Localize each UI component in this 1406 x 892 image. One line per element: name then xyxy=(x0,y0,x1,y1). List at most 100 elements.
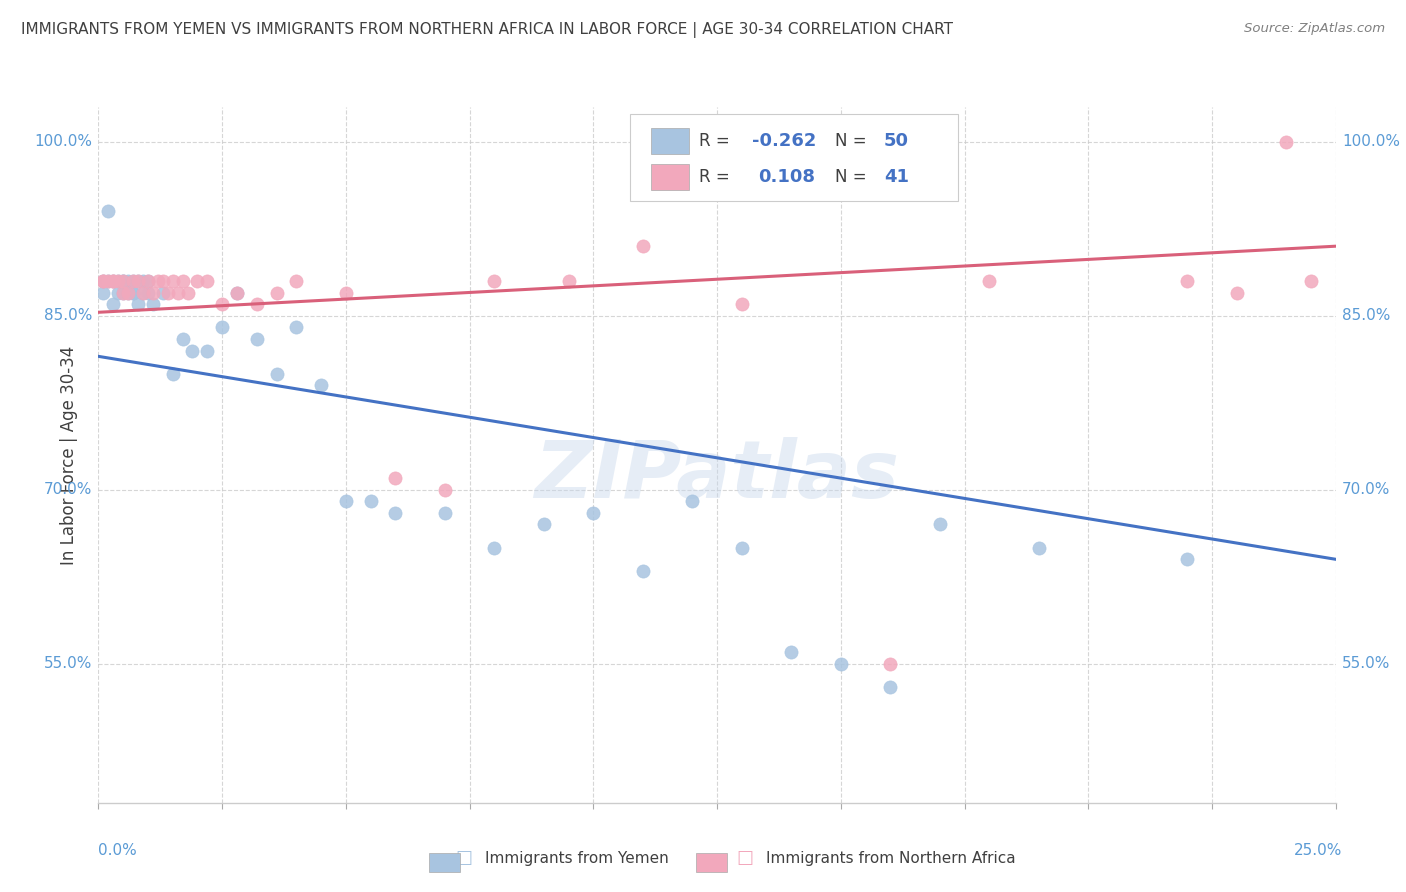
Point xyxy=(127,274,149,288)
Point xyxy=(142,285,165,300)
Point xyxy=(195,343,218,358)
Point xyxy=(582,506,605,520)
Point xyxy=(93,274,115,288)
Point xyxy=(136,285,159,300)
Point xyxy=(360,494,382,508)
Text: 100.0%: 100.0% xyxy=(34,135,93,149)
Point xyxy=(132,285,155,300)
Point xyxy=(433,506,456,520)
Text: 0.0%: 0.0% xyxy=(98,843,138,858)
Point xyxy=(93,285,115,300)
Point xyxy=(484,541,506,555)
Point xyxy=(146,274,169,288)
Point xyxy=(780,645,803,659)
Point xyxy=(122,285,145,300)
Text: ZIPatlas: ZIPatlas xyxy=(534,437,900,515)
Point xyxy=(172,274,194,288)
Point xyxy=(97,274,120,288)
Point xyxy=(136,274,159,288)
Point xyxy=(117,285,139,300)
Point xyxy=(681,494,703,508)
Point xyxy=(879,680,901,694)
Point xyxy=(107,274,129,288)
Point xyxy=(335,285,357,300)
Text: N =: N = xyxy=(835,168,872,186)
Point xyxy=(127,297,149,311)
Text: Immigrants from Northern Africa: Immigrants from Northern Africa xyxy=(766,851,1017,865)
Text: □: □ xyxy=(737,849,754,867)
Point xyxy=(979,274,1001,288)
Point xyxy=(103,297,125,311)
Point xyxy=(1028,541,1050,555)
Point xyxy=(226,285,249,300)
Point xyxy=(166,285,188,300)
Point xyxy=(152,285,174,300)
FancyBboxPatch shape xyxy=(651,163,689,190)
Text: 50: 50 xyxy=(884,132,910,150)
Point xyxy=(384,471,406,485)
Text: IMMIGRANTS FROM YEMEN VS IMMIGRANTS FROM NORTHERN AFRICA IN LABOR FORCE | AGE 30: IMMIGRANTS FROM YEMEN VS IMMIGRANTS FROM… xyxy=(21,22,953,38)
Point xyxy=(533,517,555,532)
Point xyxy=(266,285,288,300)
Point xyxy=(97,204,120,219)
Point xyxy=(117,285,139,300)
FancyBboxPatch shape xyxy=(651,128,689,154)
Point xyxy=(112,285,135,300)
FancyBboxPatch shape xyxy=(630,114,959,201)
Point xyxy=(112,274,135,288)
Point xyxy=(246,297,269,311)
Point xyxy=(107,285,129,300)
Point xyxy=(879,657,901,671)
Text: Source: ZipAtlas.com: Source: ZipAtlas.com xyxy=(1244,22,1385,36)
Point xyxy=(176,285,198,300)
Point xyxy=(117,274,139,288)
Point xyxy=(97,274,120,288)
Text: R =: R = xyxy=(699,168,734,186)
Point xyxy=(226,285,249,300)
Point xyxy=(162,367,184,381)
Point xyxy=(285,320,308,334)
Point xyxy=(309,378,332,392)
Point xyxy=(93,274,115,288)
Text: □: □ xyxy=(456,849,472,867)
Text: 55.0%: 55.0% xyxy=(1341,657,1391,671)
Text: 41: 41 xyxy=(884,168,910,186)
Text: R =: R = xyxy=(699,132,734,150)
Point xyxy=(112,274,135,288)
Text: 0.108: 0.108 xyxy=(758,168,815,186)
Point xyxy=(122,274,145,288)
Point xyxy=(127,274,149,288)
Point xyxy=(136,274,159,288)
Point xyxy=(122,274,145,288)
Point xyxy=(112,274,135,288)
Point xyxy=(103,274,125,288)
Point xyxy=(195,274,218,288)
Y-axis label: In Labor Force | Age 30-34: In Labor Force | Age 30-34 xyxy=(59,345,77,565)
Point xyxy=(830,657,852,671)
Point xyxy=(731,541,754,555)
Point xyxy=(246,332,269,346)
Point xyxy=(1275,135,1298,149)
Text: 70.0%: 70.0% xyxy=(44,483,93,497)
Point xyxy=(211,320,233,334)
Point xyxy=(731,297,754,311)
Point xyxy=(335,494,357,508)
Point xyxy=(557,274,579,288)
Point xyxy=(93,274,115,288)
Point xyxy=(384,506,406,520)
Text: 85.0%: 85.0% xyxy=(1341,309,1391,323)
Point xyxy=(103,274,125,288)
Point xyxy=(107,274,129,288)
Point xyxy=(1226,285,1249,300)
Point xyxy=(186,274,208,288)
Point xyxy=(122,285,145,300)
Point xyxy=(484,274,506,288)
Text: N =: N = xyxy=(835,132,872,150)
Point xyxy=(132,274,155,288)
Text: 70.0%: 70.0% xyxy=(1341,483,1391,497)
Point xyxy=(928,517,950,532)
Point xyxy=(103,274,125,288)
Point xyxy=(1175,274,1198,288)
Point xyxy=(132,285,155,300)
Point xyxy=(211,297,233,311)
